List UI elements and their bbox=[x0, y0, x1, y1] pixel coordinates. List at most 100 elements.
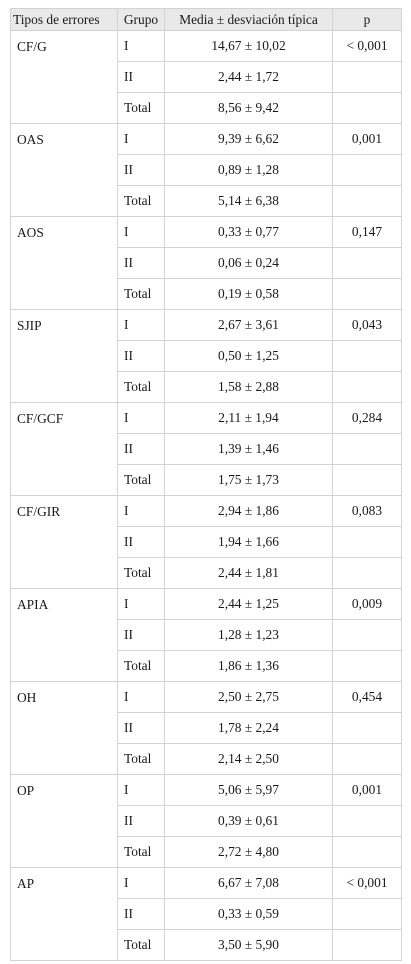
group-cell: I bbox=[117, 309, 165, 341]
mean-sd-cell: 2,44 ± 1,81 bbox=[164, 557, 333, 589]
mean-sd-cell: 0,39 ± 0,61 bbox=[164, 805, 333, 837]
p-value-cell bbox=[332, 433, 402, 465]
group-cell: II bbox=[117, 619, 165, 651]
group-cell: I bbox=[117, 402, 165, 434]
group-cell: I bbox=[117, 123, 165, 155]
p-value-cell bbox=[332, 743, 402, 775]
p-value-cell: 0,147 bbox=[332, 216, 402, 248]
mean-sd-cell: 2,44 ± 1,72 bbox=[164, 61, 333, 93]
table-row: II 0,89 ± 1,28 bbox=[11, 154, 402, 186]
table-body: CF/G I 14,67 ± 10,02 < 0,001 II 2,44 ± 1,72 To… bbox=[10, 30, 402, 961]
header-p: p bbox=[332, 8, 402, 31]
p-value-cell: < 0,001 bbox=[332, 867, 402, 899]
group-cell: II bbox=[117, 340, 165, 372]
mean-sd-cell: 0,33 ± 0,77 bbox=[164, 216, 333, 248]
p-value-cell bbox=[332, 712, 402, 744]
mean-sd-cell: 3,50 ± 5,90 bbox=[164, 929, 333, 961]
p-value-cell bbox=[332, 92, 402, 124]
mean-sd-cell: 9,39 ± 6,62 bbox=[164, 123, 333, 155]
group-cell: II bbox=[117, 433, 165, 465]
group-cell: I bbox=[117, 216, 165, 248]
mean-sd-cell: 0,50 ± 1,25 bbox=[164, 340, 333, 372]
p-value-cell bbox=[332, 650, 402, 682]
mean-sd-cell: 2,11 ± 1,94 bbox=[164, 402, 333, 434]
table-row: Total 1,58 ± 2,88 bbox=[11, 371, 402, 403]
table-row: OAS I 9,39 ± 6,62 0,001 bbox=[10, 123, 402, 217]
header-row: Tipos de errores Grupo Media ± desviació… bbox=[10, 8, 402, 31]
group-cell: Total bbox=[117, 650, 165, 682]
group-cell: II bbox=[117, 712, 165, 744]
p-value-cell bbox=[332, 371, 402, 403]
p-value-cell bbox=[332, 557, 402, 589]
p-value-cell bbox=[332, 526, 402, 558]
mean-sd-cell: 5,14 ± 6,38 bbox=[164, 185, 333, 217]
p-value-cell bbox=[332, 185, 402, 217]
error-type-cell: AOS bbox=[10, 216, 118, 310]
mean-sd-cell: 1,86 ± 1,36 bbox=[164, 650, 333, 682]
p-value-cell: 0,001 bbox=[332, 774, 402, 806]
table-row: CF/GIR I 2,94 ± 1,86 0,083 bbox=[10, 495, 402, 589]
p-value-cell: 0,009 bbox=[332, 588, 402, 620]
p-value-cell: 0,284 bbox=[332, 402, 402, 434]
group-cell: Total bbox=[117, 836, 165, 868]
mean-sd-cell: 2,14 ± 2,50 bbox=[164, 743, 333, 775]
table-row: OH I 2,50 ± 2,75 0,454 bbox=[10, 681, 402, 775]
table-row: II 1,78 ± 2,24 bbox=[11, 712, 402, 744]
p-value-cell: 0,043 bbox=[332, 309, 402, 341]
table-row: Total 1,86 ± 1,36 bbox=[11, 650, 402, 682]
table-row: Total 2,72 ± 4,80 bbox=[11, 836, 402, 868]
table-row: SJIP I 2,67 ± 3,61 0,043 bbox=[10, 309, 402, 403]
p-value-cell bbox=[332, 247, 402, 279]
p-value-cell bbox=[332, 929, 402, 961]
header-grupo: Grupo bbox=[117, 8, 165, 31]
mean-sd-cell: 2,44 ± 1,25 bbox=[164, 588, 333, 620]
error-type-cell: CF/G bbox=[10, 30, 118, 124]
error-type-cell: AP bbox=[10, 867, 118, 961]
mean-sd-cell: 1,58 ± 2,88 bbox=[164, 371, 333, 403]
error-types-table: Tipos de errores Grupo Media ± desviació… bbox=[10, 8, 402, 961]
mean-sd-cell: 1,78 ± 2,24 bbox=[164, 712, 333, 744]
mean-sd-cell: 6,67 ± 7,08 bbox=[164, 867, 333, 899]
group-cell: I bbox=[117, 588, 165, 620]
p-value-cell bbox=[332, 154, 402, 186]
mean-sd-cell: 1,39 ± 1,46 bbox=[164, 433, 333, 465]
p-value-cell bbox=[332, 61, 402, 93]
error-type-cell: CF/GCF bbox=[10, 402, 118, 496]
error-type-cell: APIA bbox=[10, 588, 118, 682]
group-cell: Total bbox=[117, 743, 165, 775]
mean-sd-cell: 14,67 ± 10,02 bbox=[164, 30, 333, 62]
group-cell: Total bbox=[117, 278, 165, 310]
p-value-cell bbox=[332, 898, 402, 930]
group-cell: Total bbox=[117, 929, 165, 961]
table-row: II 2,44 ± 1,72 bbox=[11, 61, 402, 93]
p-value-cell: 0,454 bbox=[332, 681, 402, 713]
table-row: II 1,94 ± 1,66 bbox=[11, 526, 402, 558]
p-value-cell: 0,001 bbox=[332, 123, 402, 155]
p-value-cell bbox=[332, 836, 402, 868]
mean-sd-cell: 1,28 ± 1,23 bbox=[164, 619, 333, 651]
p-value-cell: < 0,001 bbox=[332, 30, 402, 62]
table-row: CF/GCF I 2,11 ± 1,94 0,284 bbox=[10, 402, 402, 496]
group-cell: I bbox=[117, 495, 165, 527]
mean-sd-cell: 0,89 ± 1,28 bbox=[164, 154, 333, 186]
p-value-cell bbox=[332, 278, 402, 310]
group-cell: Total bbox=[117, 185, 165, 217]
mean-sd-cell: 0,33 ± 0,59 bbox=[164, 898, 333, 930]
table-row: Total 0,19 ± 0,58 bbox=[11, 278, 402, 310]
error-type-cell: OAS bbox=[10, 123, 118, 217]
group-cell: II bbox=[117, 154, 165, 186]
mean-sd-cell: 0,19 ± 0,58 bbox=[164, 278, 333, 310]
error-type-cell: SJIP bbox=[10, 309, 118, 403]
table-row: OP I 5,06 ± 5,97 0,001 bbox=[10, 774, 402, 868]
table-row: II 1,28 ± 1,23 bbox=[11, 619, 402, 651]
p-value-cell bbox=[332, 340, 402, 372]
header-tipos-de-errores: Tipos de errores bbox=[10, 8, 118, 31]
error-type-cell: OP bbox=[10, 774, 118, 868]
group-cell: I bbox=[117, 681, 165, 713]
group-cell: II bbox=[117, 898, 165, 930]
table-row: APIA I 2,44 ± 1,25 0,009 bbox=[10, 588, 402, 682]
p-value-cell bbox=[332, 619, 402, 651]
mean-sd-cell: 8,56 ± 9,42 bbox=[164, 92, 333, 124]
p-value-cell: 0,083 bbox=[332, 495, 402, 527]
mean-sd-cell: 2,94 ± 1,86 bbox=[164, 495, 333, 527]
